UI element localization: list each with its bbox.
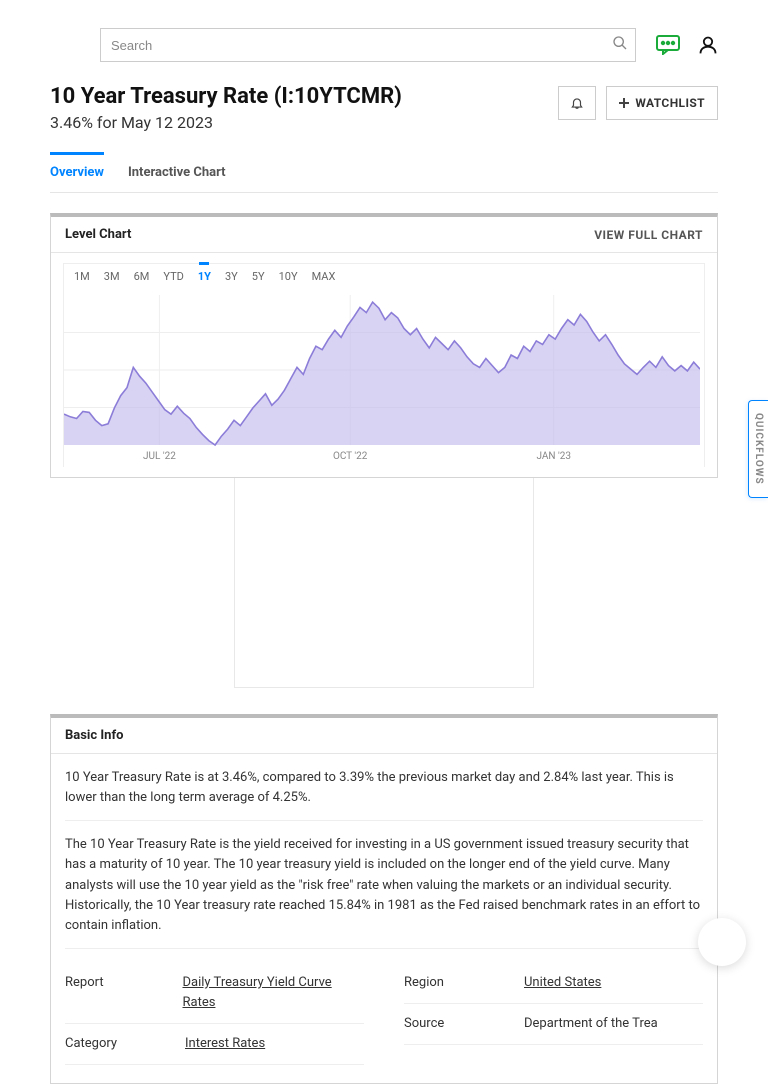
meta-grid: Report Daily Treasury Yield Curve Rates … — [65, 963, 703, 1065]
svg-text:OCT '22: OCT '22 — [333, 451, 368, 462]
meta-row-source: Source Department of the Trea — [404, 1004, 703, 1045]
chart-svg: JUL '22 OCT '22 JAN '23 — [64, 293, 700, 463]
range-btn-3m[interactable]: 3M — [104, 270, 120, 283]
meta-label-category: Category — [65, 1034, 185, 1054]
tab-overview[interactable]: Overview — [50, 152, 104, 192]
meta-value-source: Department of the Trea — [524, 1014, 658, 1034]
basic-info-para-1: 10 Year Treasury Rate is at 3.46%, compa… — [65, 768, 703, 821]
title-block: 10 Year Treasury Rate (I:10YTCMR) 3.46% … — [50, 84, 402, 132]
range-btn-ytd[interactable]: YTD — [163, 270, 183, 283]
topbar — [50, 0, 718, 78]
search-icon[interactable] — [612, 35, 628, 55]
search-wrap — [100, 28, 636, 62]
range-btn-1m[interactable]: 1M — [74, 270, 90, 283]
level-chart-panel: Level Chart VIEW FULL CHART 1M 3M 6M YTD 1Y 3… — [50, 213, 718, 478]
meta-value-category[interactable]: Interest Rates — [185, 1034, 265, 1054]
svg-text:JAN '23: JAN '23 — [536, 451, 571, 462]
chart-svg-wrap: 1M 3M 6M YTD 1Y 3Y 5Y 10Y MAX JUL '22 OCT '22 JAN … — [63, 263, 705, 467]
alert-button[interactable] — [558, 86, 596, 120]
plus-icon — [619, 98, 629, 108]
user-icon[interactable] — [698, 35, 718, 55]
fab-button[interactable] — [698, 918, 746, 966]
range-btn-3y[interactable]: 3Y — [225, 270, 238, 283]
range-btn-1y[interactable]: 1Y — [198, 270, 211, 283]
basic-info-body: 10 Year Treasury Rate is at 3.46%, compa… — [51, 754, 717, 1083]
basic-info-panel: Basic Info 10 Year Treasury Rate is at 3… — [50, 714, 718, 1084]
range-selector: 1M 3M 6M YTD 1Y 3Y 5Y 10Y MAX — [64, 264, 704, 293]
meta-label-region: Region — [404, 973, 524, 993]
meta-label-source: Source — [404, 1014, 524, 1034]
meta-value-report[interactable]: Daily Treasury Yield Curve Rates — [183, 973, 365, 1013]
basic-info-para-2: The 10 Year Treasury Rate is the yield r… — [65, 835, 703, 949]
basic-info-header: Basic Info — [51, 718, 717, 754]
chat-icon[interactable] — [656, 35, 680, 55]
meta-row-region: Region United States — [404, 963, 703, 1004]
view-full-chart-link[interactable]: VIEW FULL CHART — [594, 228, 703, 242]
range-btn-10y[interactable]: 10Y — [279, 270, 298, 283]
top-icons — [656, 35, 718, 55]
ad-placeholder — [234, 478, 534, 688]
range-btn-max[interactable]: MAX — [312, 270, 336, 283]
watchlist-button[interactable]: WATCHLIST — [606, 86, 718, 120]
tabs: Overview Interactive Chart — [50, 152, 718, 193]
svg-text:JUL '22: JUL '22 — [143, 451, 176, 462]
quickflows-tab[interactable]: QUICKFLOWS — [748, 400, 768, 498]
level-chart-header: Level Chart VIEW FULL CHART — [51, 217, 717, 253]
tab-interactive-chart[interactable]: Interactive Chart — [128, 152, 226, 192]
meta-row-category: Category Interest Rates — [65, 1024, 364, 1065]
watchlist-label: WATCHLIST — [635, 96, 705, 110]
page-title: 10 Year Treasury Rate (I:10YTCMR) — [50, 84, 402, 109]
range-btn-5y[interactable]: 5Y — [252, 270, 265, 283]
title-row: 10 Year Treasury Rate (I:10YTCMR) 3.46% … — [50, 78, 718, 152]
title-actions: WATCHLIST — [558, 86, 718, 120]
meta-value-region[interactable]: United States — [524, 973, 601, 993]
meta-label-report: Report — [65, 973, 183, 1013]
page-subtitle: 3.46% for May 12 2023 — [50, 113, 402, 132]
level-chart-title: Level Chart — [65, 227, 131, 242]
chart-area: 1M 3M 6M YTD 1Y 3Y 5Y 10Y MAX JUL '22 OCT '22 JAN … — [51, 253, 717, 477]
range-btn-6m[interactable]: 6M — [134, 270, 150, 283]
search-input[interactable] — [100, 28, 636, 62]
basic-info-title: Basic Info — [65, 728, 123, 743]
